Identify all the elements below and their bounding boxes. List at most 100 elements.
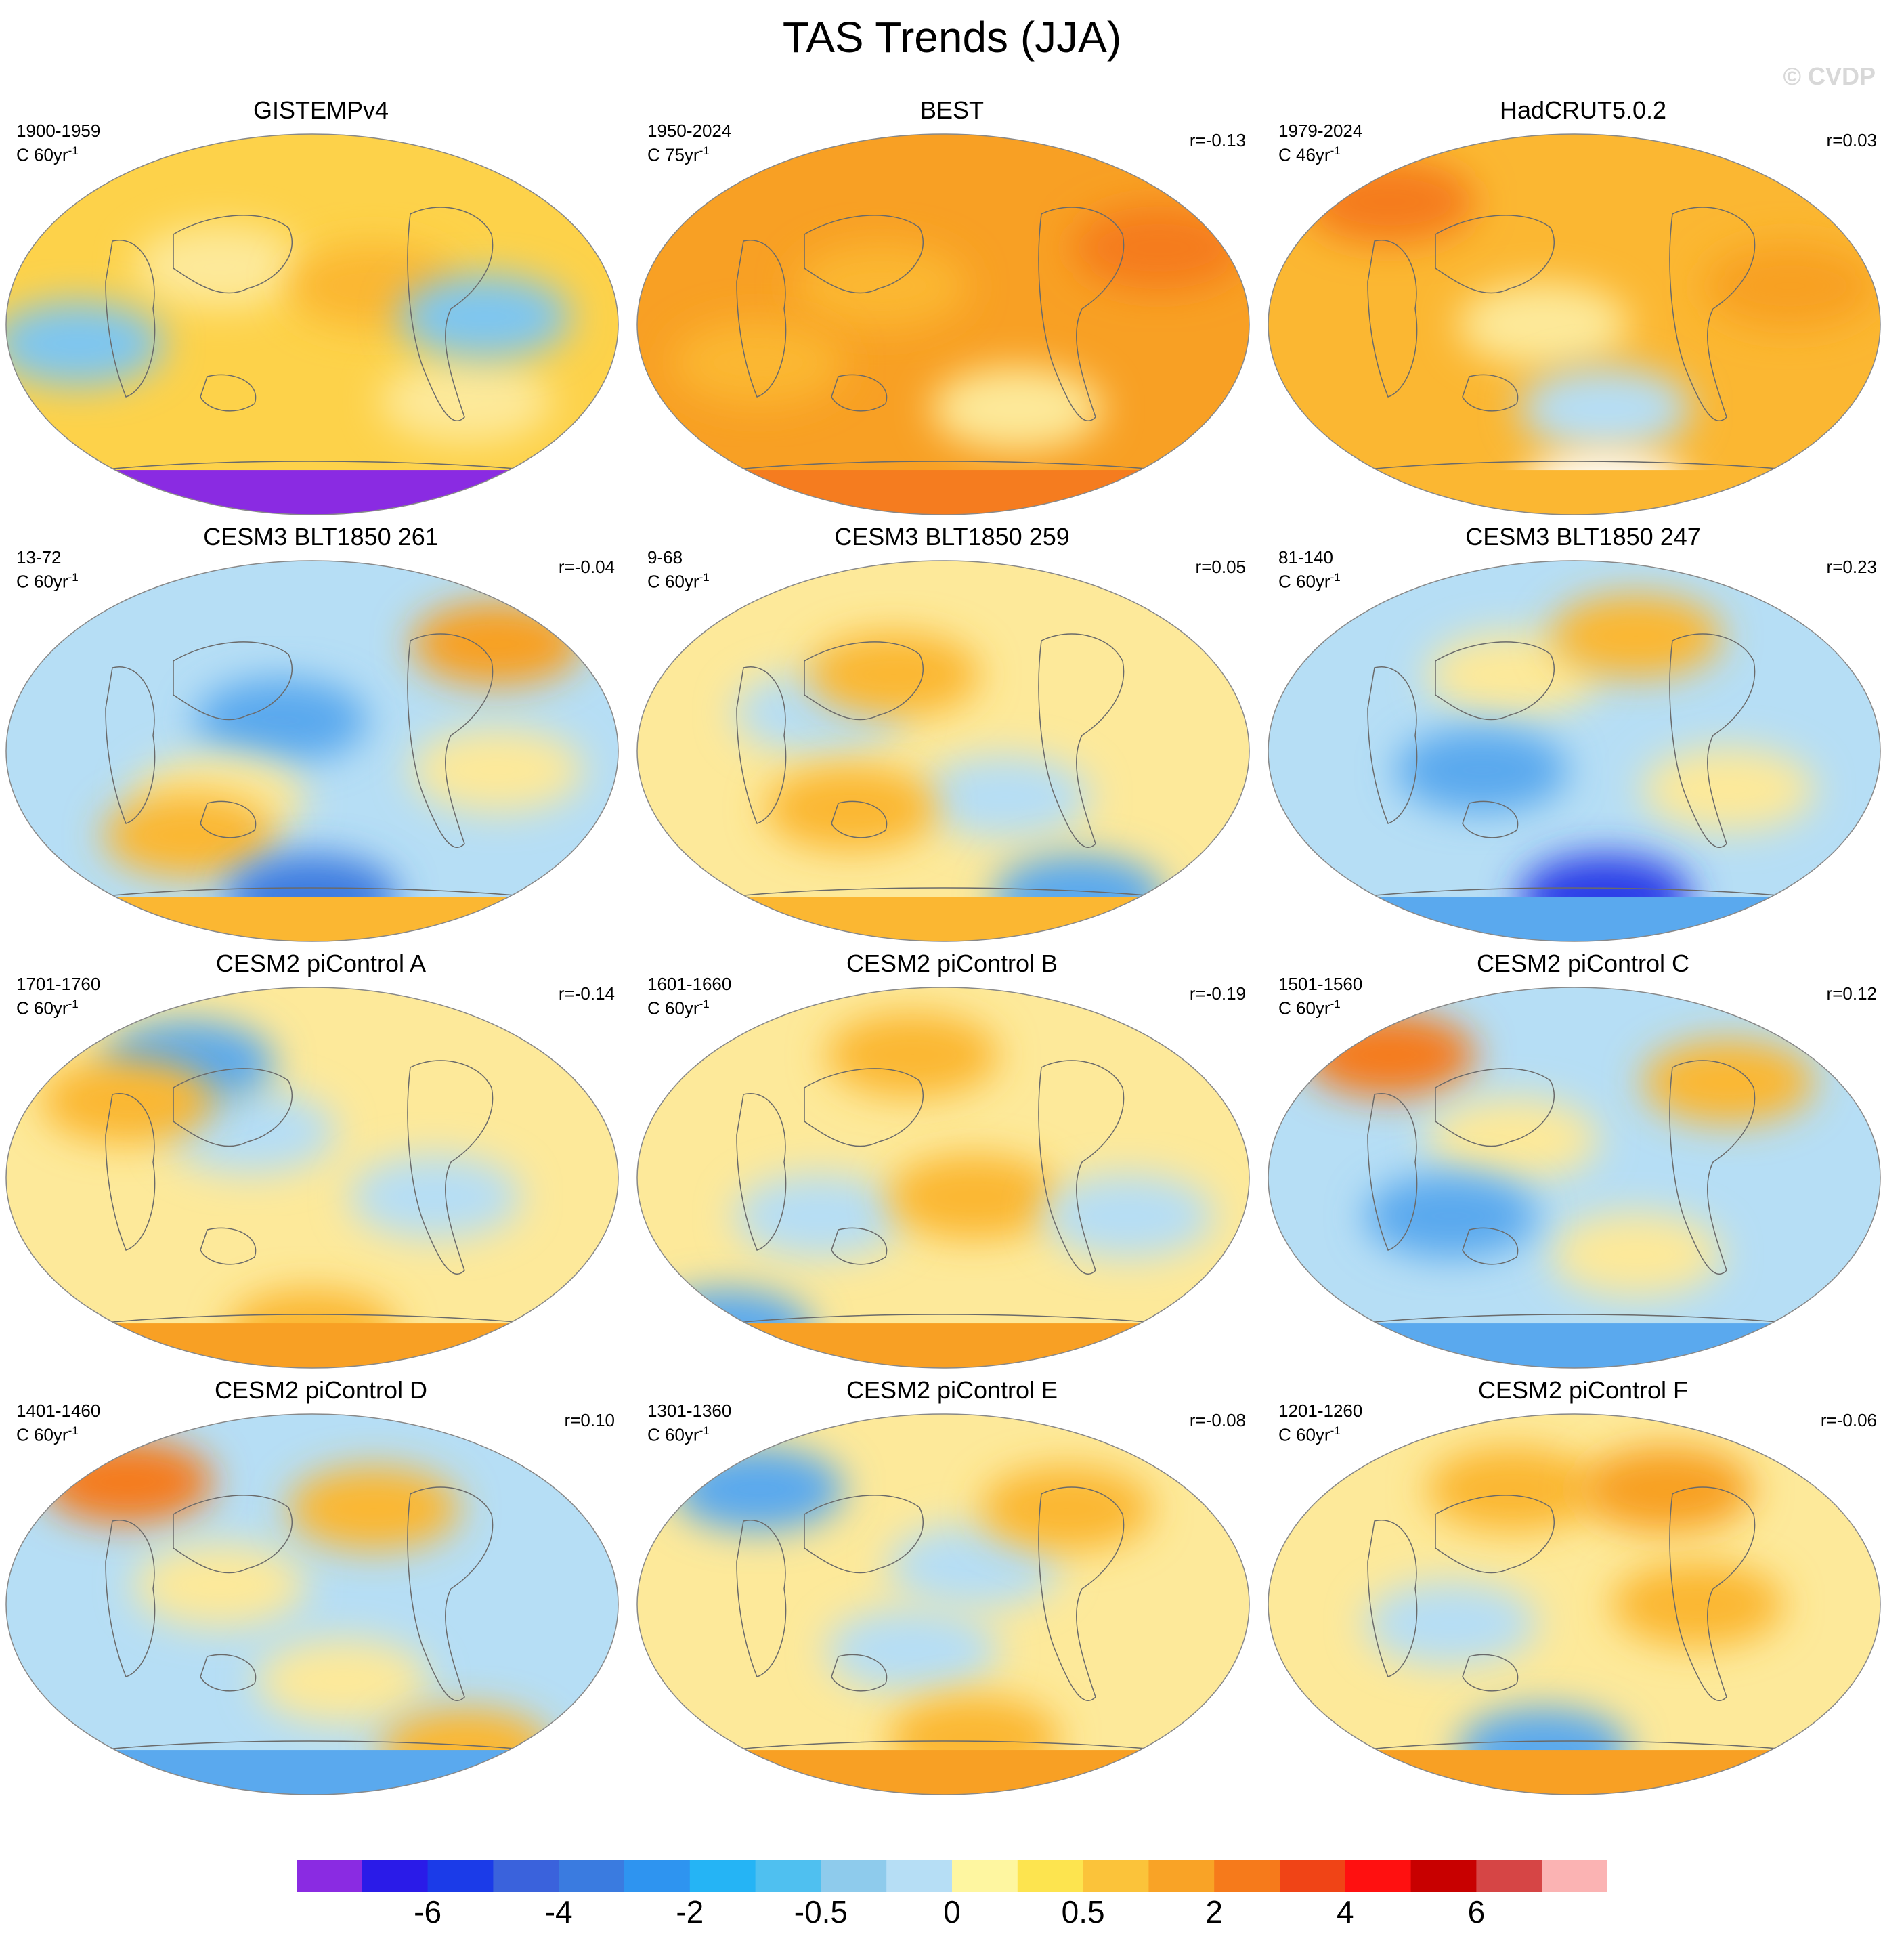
map-border <box>636 987 1250 1369</box>
trend-anomaly-patch <box>1426 1447 1599 1532</box>
trend-anomaly-patch <box>1426 632 1599 717</box>
trend-anomaly-patch <box>133 224 306 309</box>
continent-outline <box>1462 800 1519 838</box>
trend-anomaly-patch <box>1549 593 1723 679</box>
trend-anomaly-patch <box>888 1524 1060 1608</box>
trend-anomaly-patch <box>1457 282 1630 367</box>
trend-anomaly-patch <box>918 754 1091 840</box>
continent-outline <box>831 800 888 838</box>
continent-outline <box>736 666 787 824</box>
continent-outline <box>1435 215 1555 294</box>
trend-map <box>636 1413 1250 1795</box>
colorbar-swatch <box>1214 1860 1280 1892</box>
continent-outline <box>1462 1227 1519 1265</box>
trend-anomaly-patch <box>1073 205 1245 291</box>
continent-outline <box>407 207 494 421</box>
trend-anomaly-patch <box>764 766 937 851</box>
panel-title: GISTEMPv4 <box>253 96 389 124</box>
continent-outline <box>831 1654 888 1692</box>
antarctic-band <box>637 470 1249 515</box>
colorbar-tick-label: -6 <box>414 1894 442 1929</box>
map-panel: CESM2 piControl E 1301-1360 C 60yr-1 r=-0.0… <box>635 1376 1269 1803</box>
colorbar-swatch <box>362 1860 429 1892</box>
colorbar-swatch <box>1542 1860 1607 1892</box>
trend-anomaly-patch <box>410 601 584 686</box>
continent-outline <box>1669 1486 1756 1701</box>
colorbar-swatch <box>689 1860 756 1892</box>
continent-outline <box>804 1495 924 1574</box>
colorbar-tick-label: -4 <box>544 1894 573 1929</box>
panel-title: BEST <box>919 96 985 124</box>
antarctic-band <box>637 1750 1249 1795</box>
trend-anomaly-patch <box>410 728 584 813</box>
continent-outline <box>1347 461 1809 472</box>
continent-outline <box>407 1060 494 1275</box>
trend-map <box>5 987 619 1369</box>
panel-correlation: r=0.12 <box>1826 983 1877 1004</box>
trend-anomaly-patch <box>930 366 1104 451</box>
continent-outline <box>1462 1654 1519 1692</box>
panel-units: C 60yr-1 <box>1278 998 1341 1019</box>
continent-outline <box>1462 374 1519 412</box>
panel-correlation: r=0.23 <box>1826 557 1877 577</box>
continent-outline <box>736 1092 787 1251</box>
antarctic-band <box>6 470 618 515</box>
trend-anomaly-patch <box>133 1543 306 1627</box>
trend-anomaly-patch <box>1580 1447 1753 1532</box>
continent-outline <box>1038 207 1125 421</box>
continent-outline <box>716 1314 1177 1325</box>
antarctic-band <box>637 1323 1249 1368</box>
antarctic-band <box>1268 1750 1880 1795</box>
antarctic-band <box>1268 1323 1880 1368</box>
continent-outline <box>1347 1314 1809 1325</box>
panel-units: C 60yr-1 <box>16 1424 79 1445</box>
trend-anomaly-patch <box>1642 1040 1815 1124</box>
trend-map <box>1268 560 1881 942</box>
panel-period: 1701-1760 <box>16 974 101 994</box>
trend-anomaly-patch <box>1364 1174 1538 1258</box>
trend-anomaly-patch <box>1611 1562 1784 1647</box>
trend-anomaly-patch <box>41 1058 214 1144</box>
panel-correlation: r=0.05 <box>1195 557 1246 577</box>
map-panel: HadCRUT5.0.2 1979-2024 C 46yr-1 r=0.03 <box>1266 96 1900 523</box>
trend-map <box>5 1413 619 1795</box>
colorbar-swatch <box>1148 1860 1215 1892</box>
continent-outline <box>85 461 546 472</box>
map-panel: CESM2 piControl A 1701-1760 C 60yr-1 r=-0.1… <box>4 949 638 1376</box>
continent-outline <box>831 1227 888 1265</box>
panel-title: CESM2 piControl E <box>846 1376 1058 1404</box>
colorbar-swatch <box>427 1860 494 1892</box>
panel-period: 81-140 <box>1278 547 1333 568</box>
panel-title: CESM2 piControl B <box>846 949 1058 977</box>
panel-correlation: r=-0.14 <box>558 983 615 1004</box>
continent-outline <box>173 641 293 721</box>
colorbar <box>297 1860 1607 1892</box>
panel-period: 1900-1959 <box>16 121 101 141</box>
panel-period: 1601-1660 <box>647 974 732 994</box>
continent-outline <box>716 887 1177 899</box>
map-border <box>636 560 1250 942</box>
continent-outline <box>1367 666 1418 824</box>
trend-map <box>1268 987 1881 1369</box>
continent-outline <box>1435 1495 1555 1574</box>
antarctic-band <box>6 1323 618 1368</box>
continent-outline <box>1347 1740 1809 1752</box>
trend-map <box>5 133 619 515</box>
continent-outline <box>1669 633 1756 848</box>
panel-units: C 60yr-1 <box>647 998 710 1019</box>
trend-anomaly-patch <box>826 1012 999 1098</box>
continent-outline <box>105 239 156 398</box>
continent-outline <box>831 374 888 412</box>
panel-units: C 60yr-1 <box>16 998 79 1019</box>
panel-period: 1950-2024 <box>647 121 732 141</box>
colorbar-swatch <box>1280 1860 1346 1892</box>
panel-title: CESM3 BLT1850 261 <box>203 523 439 551</box>
continent-outline <box>1367 239 1418 398</box>
trend-anomaly-patch <box>195 678 368 763</box>
panel-period: 1401-1460 <box>16 1400 101 1421</box>
continent-outline <box>200 800 257 838</box>
colorbar-tick-label: -0.5 <box>794 1894 848 1929</box>
continent-outline <box>105 1519 156 1677</box>
colorbar-swatch <box>886 1860 953 1892</box>
watermark-logo: © CVDP <box>1783 62 1876 90</box>
